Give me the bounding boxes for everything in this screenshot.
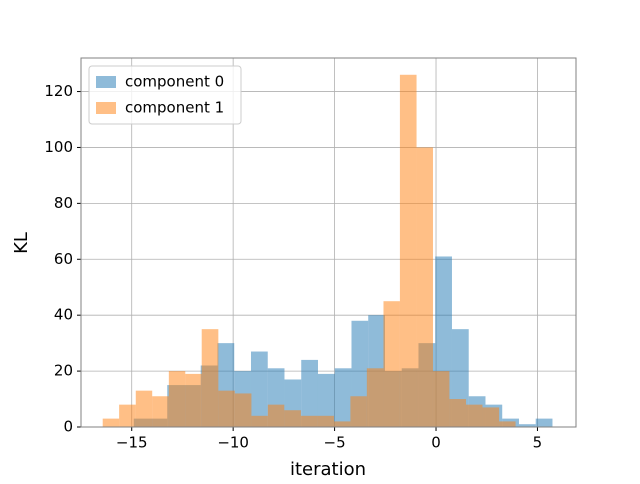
- histogram-bar: [499, 421, 516, 427]
- y-tick-label: 80: [54, 194, 73, 212]
- histogram-bar: [301, 359, 318, 427]
- histogram-bar: [366, 368, 384, 427]
- x-tick-label: −5: [324, 434, 346, 452]
- y-tick-label: 100: [44, 138, 73, 156]
- histogram-bar: [482, 407, 500, 427]
- y-tick-label: 20: [54, 362, 73, 380]
- histogram-bar: [168, 371, 186, 427]
- histogram-bar: [119, 404, 136, 427]
- histogram-bar: [416, 147, 433, 428]
- legend-box: [88, 65, 242, 125]
- y-tick-label: 0: [63, 418, 73, 436]
- histogram-bar: [234, 393, 252, 427]
- x-axis-label: iteration: [290, 459, 366, 480]
- histogram-bar: [201, 329, 219, 427]
- x-tick-label: −10: [217, 434, 249, 452]
- y-tick-label: 40: [54, 306, 73, 324]
- histogram-bar: [432, 371, 450, 427]
- histogram-bar: [317, 373, 335, 427]
- legend-label: component 1: [125, 99, 224, 117]
- histogram-bar: [333, 421, 351, 427]
- histogram-bar: [218, 390, 235, 427]
- histogram-bar: [185, 373, 202, 427]
- histogram-bar: [317, 415, 334, 427]
- y-tick-label: 120: [44, 82, 73, 100]
- histogram-bar: [152, 396, 169, 427]
- histogram-bar: [250, 351, 268, 427]
- histogram-bar: [334, 368, 352, 427]
- legend-label: component 0: [125, 73, 224, 91]
- histogram-bar: [102, 418, 120, 427]
- x-tick-label: 5: [533, 434, 543, 452]
- x-tick-label: −15: [116, 434, 148, 452]
- histogram-bar: [383, 301, 400, 427]
- histogram-bar: [535, 418, 553, 427]
- histogram-bar: [449, 399, 467, 427]
- histogram-bar: [251, 415, 268, 427]
- y-tick-label: 60: [54, 250, 73, 268]
- legend-swatch: [96, 76, 116, 88]
- histogram-bar: [518, 424, 536, 427]
- legend-swatch: [96, 102, 116, 114]
- x-tick-label: 0: [431, 434, 441, 452]
- histogram-bar: [135, 390, 153, 427]
- histogram-bar: [267, 404, 285, 427]
- histogram-bar: [284, 410, 301, 427]
- y-axis-label: KL: [11, 232, 32, 254]
- histogram-bar: [466, 404, 483, 427]
- histogram-bar: [350, 396, 367, 427]
- histogram-bar: [399, 74, 417, 427]
- histogram-bar: [300, 415, 318, 427]
- plot-frame: [80, 57, 577, 428]
